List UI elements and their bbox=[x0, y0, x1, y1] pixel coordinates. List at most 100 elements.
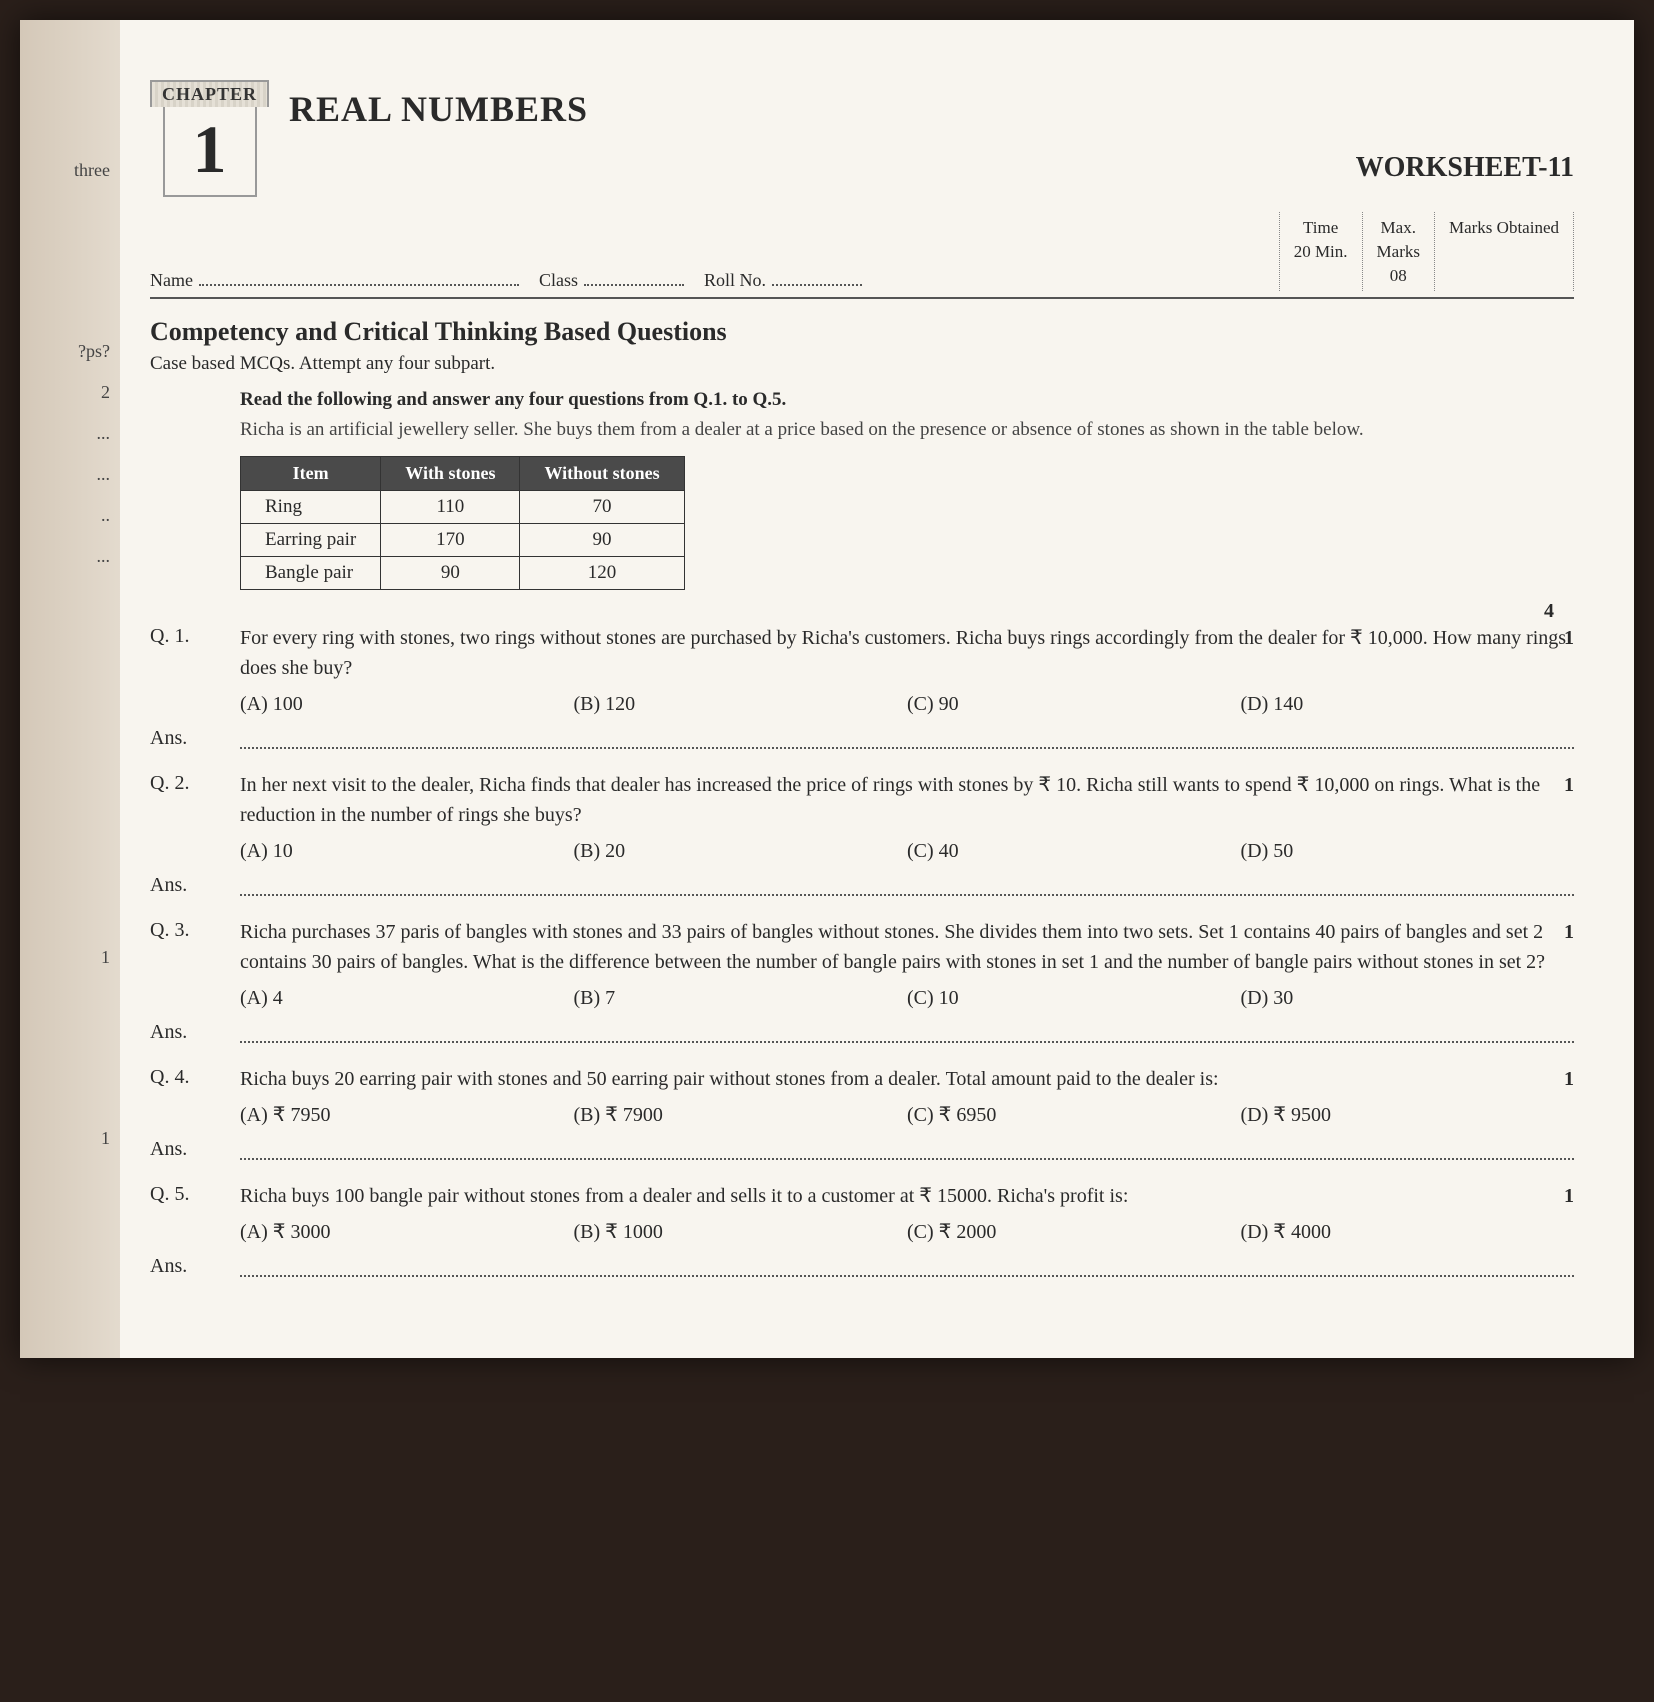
question-body: 1Richa purchases 37 paris of bangles wit… bbox=[240, 917, 1574, 1013]
question-label: Q. 5. bbox=[150, 1181, 240, 1247]
lm-d3: .. bbox=[30, 505, 110, 526]
question-text: Richa purchases 37 paris of bangles with… bbox=[240, 917, 1574, 977]
max-val: 08 bbox=[1390, 266, 1407, 285]
roll-label: Roll No. bbox=[704, 270, 766, 291]
chapter-title: REAL NUMBERS bbox=[289, 88, 1574, 130]
time-cell: Time 20 Min. bbox=[1280, 212, 1362, 291]
answer-label: Ans. bbox=[150, 874, 240, 897]
option[interactable]: (D) 50 bbox=[1241, 836, 1575, 866]
lm-d1: ... bbox=[30, 423, 110, 444]
answer-row: Ans. bbox=[150, 1021, 1574, 1044]
option[interactable]: (B) ₹ 7900 bbox=[574, 1100, 908, 1130]
intro-block: Read the following and answer any four q… bbox=[150, 389, 1574, 590]
question-body: 1Richa buys 20 earring pair with stones … bbox=[240, 1064, 1574, 1130]
marks-label: Marks bbox=[1377, 242, 1420, 261]
options-row: (A) 10(B) 20(C) 40(D) 50 bbox=[240, 836, 1574, 866]
lm-ps: ?ps? bbox=[30, 341, 110, 362]
answer-blank[interactable] bbox=[240, 1255, 1574, 1277]
table-cell: Earring pair bbox=[241, 523, 381, 556]
option[interactable]: (A) ₹ 3000 bbox=[240, 1217, 574, 1247]
answer-blank[interactable] bbox=[240, 874, 1574, 896]
answer-label: Ans. bbox=[150, 1021, 240, 1044]
option[interactable]: (A) 4 bbox=[240, 983, 574, 1013]
question-marks: 1 bbox=[1564, 917, 1574, 947]
lm-three: three bbox=[30, 160, 110, 181]
obtained-cell: Marks Obtained bbox=[1434, 212, 1573, 291]
option[interactable]: (D) ₹ 9500 bbox=[1241, 1100, 1575, 1130]
question-label: Q. 2. bbox=[150, 770, 240, 866]
option[interactable]: (C) 40 bbox=[907, 836, 1241, 866]
option[interactable]: (D) 30 bbox=[1241, 983, 1575, 1013]
intro-bold: Read the following and answer any four q… bbox=[240, 389, 1574, 411]
answer-label: Ans. bbox=[150, 1138, 240, 1161]
price-table: Item With stones Without stones Ring1107… bbox=[240, 456, 685, 590]
question-row: Q. 3.1Richa purchases 37 paris of bangle… bbox=[150, 917, 1574, 1013]
table-cell: 90 bbox=[520, 523, 684, 556]
option[interactable]: (B) 120 bbox=[574, 689, 908, 719]
question-label: Q. 3. bbox=[150, 917, 240, 1013]
table-cell: Bangle pair bbox=[241, 556, 381, 589]
th-without: Without stones bbox=[520, 456, 684, 490]
name-label: Name bbox=[150, 270, 193, 291]
max-label: Max. bbox=[1381, 218, 1416, 237]
option[interactable]: (B) ₹ 1000 bbox=[574, 1217, 908, 1247]
worksheet-title: WORKSHEET-11 bbox=[289, 152, 1574, 184]
chapter-box: CHAPTER 1 bbox=[150, 80, 269, 197]
class-blank[interactable] bbox=[584, 268, 684, 286]
answer-blank[interactable] bbox=[240, 1138, 1574, 1160]
table-cell: 120 bbox=[520, 556, 684, 589]
option[interactable]: (D) 140 bbox=[1241, 689, 1575, 719]
lm-d2: ... bbox=[30, 464, 110, 485]
max-cell: Max. Marks 08 bbox=[1362, 212, 1434, 291]
answer-label: Ans. bbox=[150, 727, 240, 750]
option[interactable]: (A) ₹ 7950 bbox=[240, 1100, 574, 1130]
option[interactable]: (C) ₹ 2000 bbox=[907, 1217, 1241, 1247]
option[interactable]: (C) 90 bbox=[907, 689, 1241, 719]
page-outer: three ?ps? 2 ... ... .. ... 1 1 CHAPTER … bbox=[20, 20, 1634, 1358]
table-row: Earring pair17090 bbox=[241, 523, 685, 556]
roll-field: Roll No. bbox=[704, 268, 862, 291]
question-body: 1For every ring with stones, two rings w… bbox=[240, 623, 1574, 719]
question-marks: 1 bbox=[1564, 1064, 1574, 1094]
worksheet-page: CHAPTER 1 REAL NUMBERS WORKSHEET-11 Name… bbox=[120, 20, 1634, 1358]
option[interactable]: (C) ₹ 6950 bbox=[907, 1100, 1241, 1130]
question-body: 1In her next visit to the dealer, Richa … bbox=[240, 770, 1574, 866]
option[interactable]: (B) 20 bbox=[574, 836, 908, 866]
chapter-label: CHAPTER bbox=[150, 80, 269, 107]
total-marks-corner: 4 bbox=[150, 600, 1574, 623]
name-blank[interactable] bbox=[199, 268, 519, 286]
option[interactable]: (C) 10 bbox=[907, 983, 1241, 1013]
obtained-label: Marks Obtained bbox=[1449, 218, 1559, 237]
answer-row: Ans. bbox=[150, 1138, 1574, 1161]
section-instruction: Case based MCQs. Attempt any four subpar… bbox=[150, 353, 1574, 375]
question-row: Q. 1.1For every ring with stones, two ri… bbox=[150, 623, 1574, 719]
table-cell: 90 bbox=[381, 556, 520, 589]
chapter-number: 1 bbox=[163, 107, 257, 197]
question-label: Q. 4. bbox=[150, 1064, 240, 1130]
question-marks: 1 bbox=[1564, 623, 1574, 653]
option[interactable]: (D) ₹ 4000 bbox=[1241, 1217, 1575, 1247]
answer-blank[interactable] bbox=[240, 1021, 1574, 1043]
lm-1a: 1 bbox=[30, 947, 110, 968]
question-row: Q. 4.1Richa buys 20 earring pair with st… bbox=[150, 1064, 1574, 1130]
name-field: Name bbox=[150, 268, 519, 291]
time-label: Time bbox=[1303, 218, 1338, 237]
table-row: Ring11070 bbox=[241, 490, 685, 523]
class-label: Class bbox=[539, 270, 578, 291]
answer-row: Ans. bbox=[150, 727, 1574, 750]
option[interactable]: (A) 10 bbox=[240, 836, 574, 866]
question-marks: 1 bbox=[1564, 1181, 1574, 1211]
table-cell: 110 bbox=[381, 490, 520, 523]
question-label: Q. 1. bbox=[150, 623, 240, 719]
lm-2: 2 bbox=[30, 382, 110, 403]
answer-row: Ans. bbox=[150, 874, 1574, 897]
section-heading: Competency and Critical Thinking Based Q… bbox=[150, 317, 1574, 347]
option[interactable]: (A) 100 bbox=[240, 689, 574, 719]
answer-blank[interactable] bbox=[240, 727, 1574, 749]
lm-1b: 1 bbox=[30, 1128, 110, 1149]
roll-blank[interactable] bbox=[772, 268, 862, 286]
option[interactable]: (B) 7 bbox=[574, 983, 908, 1013]
question-row: Q. 2.1In her next visit to the dealer, R… bbox=[150, 770, 1574, 866]
question-text: Richa buys 100 bangle pair without stone… bbox=[240, 1181, 1574, 1211]
th-item: Item bbox=[241, 456, 381, 490]
